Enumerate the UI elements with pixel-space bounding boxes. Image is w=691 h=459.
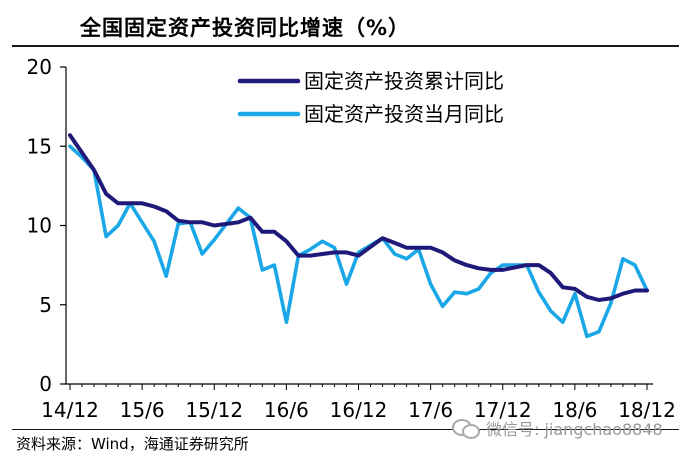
x-tick-label: 15/6	[120, 398, 165, 422]
source-divider	[12, 429, 679, 430]
legend-label-monthly: 固定资产投资当月同比	[304, 102, 504, 126]
x-tick-label: 17/6	[408, 398, 453, 422]
watermark-text: 微信号: jiangchao8848	[486, 420, 663, 439]
x-tick-label: 17/12	[474, 398, 532, 422]
legend-label-cumulative: 固定资产投资累计同比	[304, 69, 504, 93]
y-tick-label: 15	[27, 134, 52, 158]
x-tick-label: 15/12	[185, 398, 243, 422]
wechat-icon	[452, 418, 482, 439]
x-tick-label: 18/12	[618, 398, 676, 422]
watermark: 微信号: jiangchao8848	[452, 416, 663, 440]
chart-axes: 0 5 10 15 20 14/12 15/6 15/12 16/6 16/12 17/6 17/12…	[27, 55, 676, 422]
y-tick-label: 20	[27, 55, 52, 79]
y-tick-label: 5	[39, 293, 52, 317]
x-tick-label: 14/12	[41, 398, 99, 422]
chart-title: 全国固定资产投资同比增速（%）	[80, 16, 411, 40]
series-line-monthly	[68, 144, 649, 339]
title-bar: 全国固定资产投资同比增速（%）	[0, 0, 691, 48]
chart-series-layer	[68, 133, 649, 339]
source-note: 资料来源：Wind，海通证券研究所	[16, 435, 249, 453]
series-line-cumulative	[68, 133, 649, 302]
y-tick-label: 0	[39, 372, 52, 396]
x-tick-label: 16/12	[330, 398, 388, 422]
title-divider	[12, 45, 679, 47]
y-tick-label: 10	[27, 214, 52, 238]
x-tick-label: 16/6	[264, 398, 309, 422]
x-tick-label: 18/6	[552, 398, 597, 422]
